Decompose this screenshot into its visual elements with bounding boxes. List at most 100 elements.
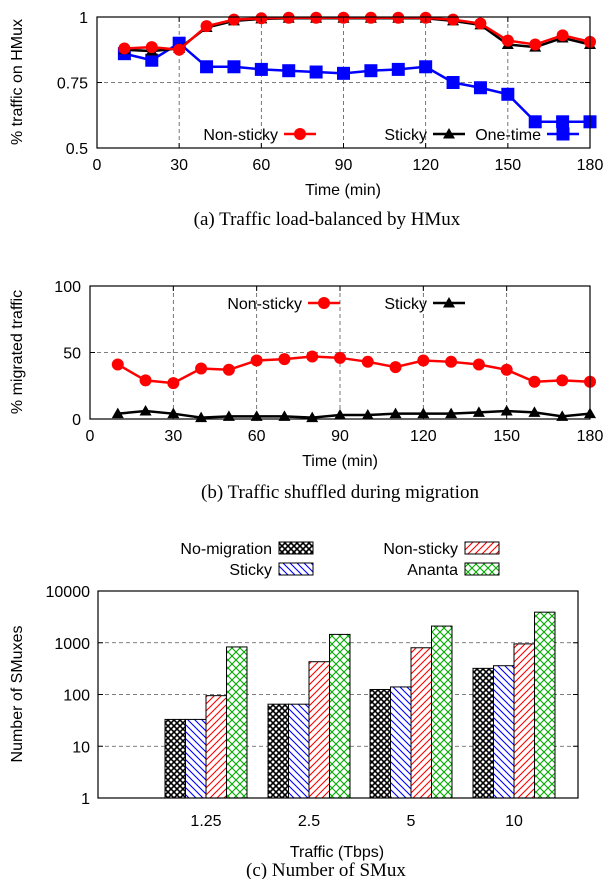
chart-c-xtick-label: 5 bbox=[407, 813, 416, 830]
chart-a-series-0-point bbox=[392, 11, 405, 24]
chart-c-bar-3-1 bbox=[329, 633, 351, 799]
chart-b-series-1-point bbox=[222, 410, 235, 421]
chart-b-series-0-point bbox=[472, 358, 485, 371]
chart-b-series bbox=[111, 350, 596, 423]
chart-c-ylabel: Number of SMuxes bbox=[9, 626, 26, 763]
chart-a-ylabel: % traffic on HMux bbox=[9, 19, 26, 145]
chart-c-legend: No-migration Sticky Non-sticky Ananta bbox=[180, 541, 500, 579]
chart-a-series-2-point bbox=[145, 53, 159, 67]
chart-c-bar-1-2 bbox=[390, 686, 412, 799]
chart-a-series bbox=[117, 11, 597, 129]
chart-b-series-0-point bbox=[111, 358, 124, 371]
chart-b-series-1-point bbox=[278, 410, 291, 421]
chart-a-series-0-point bbox=[556, 29, 569, 42]
chart-b-series-1-point bbox=[556, 410, 569, 421]
chart-c-legend-label: Ananta bbox=[407, 562, 458, 579]
chart-c-ticks: 1 10 100 1000 10000 1.25 2.5 5 10 bbox=[46, 584, 578, 830]
chart-b-series-0-point bbox=[445, 355, 458, 368]
chart-a-series-0-point bbox=[474, 17, 487, 30]
chart-c-xlabel: Traffic (Tbps) bbox=[290, 844, 384, 861]
chart-a-series-2-point bbox=[200, 60, 214, 74]
chart-c-ytick-label: 1000 bbox=[54, 636, 90, 653]
chart-c-legend-label: Non-sticky bbox=[383, 541, 458, 558]
chart-c-legend-swatch bbox=[278, 562, 314, 576]
chart-b-xtick-label: 60 bbox=[248, 428, 266, 445]
chart-a-series-2-point bbox=[391, 62, 405, 76]
chart-b-xtick-label: 30 bbox=[164, 428, 182, 445]
chart-c-caption: (c) Number of SMux bbox=[246, 860, 406, 879]
chart-a-series-0-point bbox=[227, 13, 240, 26]
chart-b-series-0-point bbox=[167, 377, 180, 390]
chart-a-legend-marker bbox=[294, 128, 306, 140]
chart-b-ticks: 0 30 60 90 120 150 180 0 50 100 bbox=[54, 279, 603, 445]
chart-c-bar-1-0 bbox=[185, 718, 207, 799]
chart-c-bar-3-2 bbox=[431, 625, 453, 799]
chart-a-series-0-point bbox=[529, 38, 542, 51]
chart-c-smux-count: 1 10 100 1000 10000 1.25 2.5 5 10 No-migration St… bbox=[9, 541, 579, 879]
chart-a-series-2-point bbox=[282, 64, 296, 78]
chart-b-legend-marker bbox=[318, 297, 330, 309]
chart-b-legend-marker bbox=[443, 297, 455, 308]
chart-c-bar-0-2 bbox=[369, 688, 391, 799]
chart-a-legend-label: One-time bbox=[475, 127, 541, 144]
chart-a-ticks: 0 30 60 90 120 150 180 0.5 0.75 1 bbox=[57, 10, 604, 174]
chart-a-legend-marker bbox=[443, 128, 455, 139]
chart-a-series-0-point bbox=[145, 41, 158, 54]
chart-b-series-1-point bbox=[389, 407, 402, 419]
chart-b-xlabel: Time (min) bbox=[302, 453, 378, 470]
chart-c-bar-1-3 bbox=[493, 665, 515, 799]
chart-a-series-2-point bbox=[337, 66, 350, 80]
chart-b-xtick-label: 120 bbox=[410, 428, 437, 445]
chart-a-series-2-point bbox=[556, 115, 570, 129]
chart-b-series-0-point bbox=[361, 355, 374, 368]
chart-a-series-2-point bbox=[254, 62, 268, 76]
chart-c-legend-swatch bbox=[464, 562, 500, 576]
chart-a-series-2-point bbox=[227, 60, 241, 74]
chart-b-xtick-label: 180 bbox=[577, 428, 604, 445]
chart-c-bar-2-0 bbox=[205, 695, 227, 799]
chart-a-series-2-point bbox=[528, 115, 542, 129]
chart-b-series-1-point bbox=[417, 407, 430, 419]
chart-c-xtick-label: 10 bbox=[505, 813, 523, 830]
chart-b-series-1-point bbox=[528, 406, 541, 417]
chart-a-series-0-point bbox=[447, 13, 460, 26]
chart-b-xtick-label: 0 bbox=[86, 428, 95, 445]
chart-a-xtick-label: 90 bbox=[335, 157, 353, 174]
chart-a-series-2-point bbox=[501, 87, 515, 101]
chart-a-xtick-label: 30 bbox=[170, 157, 188, 174]
chart-a-caption: (a) Traffic load-balanced by HMux bbox=[194, 209, 461, 230]
chart-c-ytick-label: 1 bbox=[81, 791, 90, 808]
chart-a-series-0-point bbox=[364, 11, 377, 24]
chart-b-series-0-point bbox=[389, 361, 402, 374]
chart-b-series-0-point bbox=[195, 362, 208, 375]
chart-a-ytick-label: 0.75 bbox=[57, 76, 88, 93]
chart-a-xtick-label: 180 bbox=[577, 157, 604, 174]
chart-c-bar-0-0 bbox=[164, 718, 186, 799]
chart-a-ytick-label: 0.5 bbox=[66, 141, 88, 158]
chart-c-ytick-label: 100 bbox=[63, 688, 90, 705]
chart-b-ylabel: % migrated traffic bbox=[9, 290, 26, 414]
chart-a-legend: Non-sticky Sticky One-time bbox=[203, 127, 579, 144]
chart-b-series-0-point bbox=[306, 350, 319, 363]
chart-a-series-0-point bbox=[200, 20, 213, 33]
chart-b-series-0-point bbox=[139, 374, 152, 387]
chart-b-ytick-label: 0 bbox=[72, 412, 81, 429]
chart-a-series-1-line bbox=[124, 17, 591, 53]
chart-b-series-0-point bbox=[250, 354, 263, 367]
chart-b-series-0-line bbox=[117, 355, 591, 385]
chart-b-xtick-label: 150 bbox=[493, 428, 520, 445]
chart-c-ytick-label: 10000 bbox=[46, 584, 91, 601]
chart-b-series-1-point bbox=[361, 409, 374, 420]
chart-a-series-0-point bbox=[282, 11, 295, 24]
chart-a-series-0-point bbox=[310, 11, 323, 24]
chart-b-series-0-point bbox=[334, 351, 346, 364]
chart-b-series-0-point bbox=[417, 354, 430, 367]
chart-c-legend-swatch bbox=[464, 541, 500, 555]
chart-b-series-0-point bbox=[278, 353, 291, 366]
chart-a-xlabel: Time (min) bbox=[305, 182, 381, 199]
chart-a-legend-label: Sticky bbox=[384, 127, 427, 144]
chart-a-xtick-label: 0 bbox=[93, 157, 102, 174]
chart-b-series-1-point bbox=[500, 405, 513, 416]
